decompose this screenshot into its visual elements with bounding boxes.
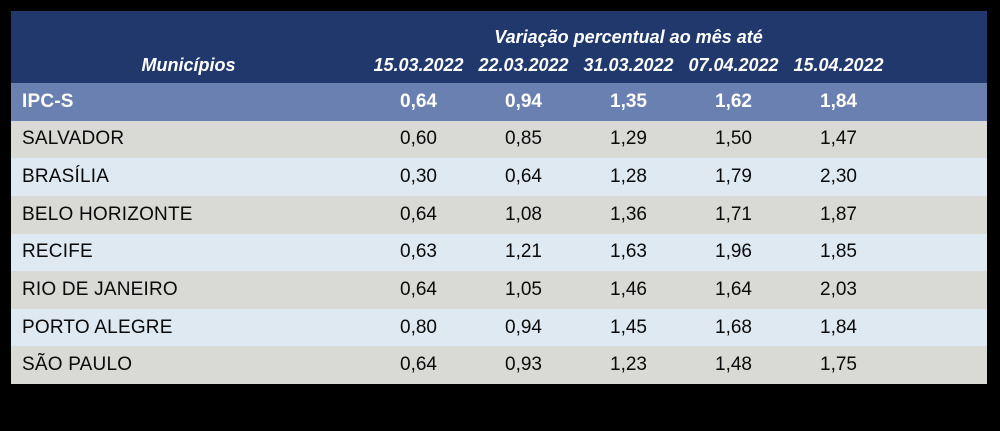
value-cell: 0,64 <box>400 203 437 225</box>
table-title: Variação percentual ao mês até <box>494 26 763 47</box>
value-cell: 0,60 <box>400 128 437 150</box>
value-cell: 1,84 <box>820 316 857 338</box>
value-cell: 0,64 <box>400 278 437 300</box>
value-cell: 1,84 <box>820 90 857 112</box>
table-row-sao-paulo: SÃO PAULO 0,64 0,93 1,23 1,48 1,75 <box>11 346 987 384</box>
municipality-label: SALVADOR <box>22 128 125 150</box>
value-cell: 0,63 <box>400 241 437 263</box>
municipality-label: RIO DE JANEIRO <box>22 278 178 300</box>
value-cell: 1,21 <box>505 241 542 263</box>
table-row-rio-de-janeiro: RIO DE JANEIRO 0,64 1,05 1,46 1,64 2,03 <box>11 271 987 309</box>
column-header-date-5: 15.04.2022 <box>793 55 884 76</box>
value-cell: 1,48 <box>715 354 752 376</box>
column-header-date-3: 31.03.2022 <box>583 55 674 76</box>
value-cell: 1,05 <box>505 278 542 300</box>
value-cell: 0,64 <box>505 166 542 188</box>
value-cell: 0,80 <box>400 316 437 338</box>
value-cell: 1,28 <box>610 166 647 188</box>
value-cell: 1,08 <box>505 203 542 225</box>
column-header-date-2: 22.03.2022 <box>478 55 569 76</box>
value-cell: 1,50 <box>715 128 752 150</box>
value-cell: 2,30 <box>820 166 857 188</box>
value-cell: 1,75 <box>820 354 857 376</box>
table-header-columns-row: Municípios 15.03.2022 22.03.2022 31.03.2… <box>11 49 987 83</box>
value-cell: 1,85 <box>820 241 857 263</box>
value-cell: 2,03 <box>820 278 857 300</box>
table-row-belo-horizonte: BELO HORIZONTE 0,64 1,08 1,36 1,71 1,87 <box>11 195 987 234</box>
value-cell: 1,36 <box>610 203 647 225</box>
value-cell: 1,68 <box>715 316 752 338</box>
value-cell: 1,96 <box>715 241 752 263</box>
value-cell: 1,35 <box>610 90 647 112</box>
value-cell: 0,64 <box>400 354 437 376</box>
value-cell: 0,93 <box>505 354 542 376</box>
table-row-salvador: SALVADOR 0,60 0,85 1,29 1,50 1,47 <box>11 120 987 159</box>
table-row-recife: RECIFE 0,63 1,21 1,63 1,96 1,85 <box>11 233 987 272</box>
municipality-label: BELO HORIZONTE <box>22 203 193 225</box>
column-header-date-1: 15.03.2022 <box>373 55 464 76</box>
ipcs-variation-table: Variação percentual ao mês até Município… <box>11 11 987 384</box>
value-cell: 1,87 <box>820 203 857 225</box>
municipality-label: SÃO PAULO <box>22 354 133 376</box>
value-cell: 0,64 <box>400 90 437 112</box>
value-cell: 0,30 <box>400 166 437 188</box>
value-cell: 1,23 <box>610 354 647 376</box>
column-header-municipios: Municípios <box>141 55 236 76</box>
value-cell: 0,85 <box>505 128 542 150</box>
table-row-ipcs: IPC-S 0,64 0,94 1,35 1,62 1,84 <box>11 83 987 121</box>
row-label-ipcs: IPC-S <box>22 90 74 112</box>
municipality-label: BRASÍLIA <box>22 166 110 188</box>
table-row-porto-alegre: PORTO ALEGRE 0,80 0,94 1,45 1,68 1,84 <box>11 308 987 347</box>
value-cell: 1,29 <box>610 128 647 150</box>
value-cell: 1,79 <box>715 166 752 188</box>
value-cell: 1,62 <box>715 90 752 112</box>
value-cell: 1,71 <box>715 203 752 225</box>
value-cell: 1,45 <box>610 316 647 338</box>
value-cell: 0,94 <box>505 316 542 338</box>
table-row-brasilia: BRASÍLIA 0,30 0,64 1,28 1,79 2,30 <box>11 158 987 196</box>
table-header: Variação percentual ao mês até Município… <box>11 11 987 83</box>
column-header-date-4: 07.04.2022 <box>688 55 779 76</box>
table-header-title-row: Variação percentual ao mês até <box>11 11 987 49</box>
value-cell: 1,47 <box>820 128 857 150</box>
value-cell: 1,64 <box>715 278 752 300</box>
value-cell: 1,63 <box>610 241 647 263</box>
value-cell: 0,94 <box>505 90 542 112</box>
municipality-label: PORTO ALEGRE <box>22 316 173 338</box>
municipality-label: RECIFE <box>22 241 93 263</box>
value-cell: 1,46 <box>610 278 647 300</box>
